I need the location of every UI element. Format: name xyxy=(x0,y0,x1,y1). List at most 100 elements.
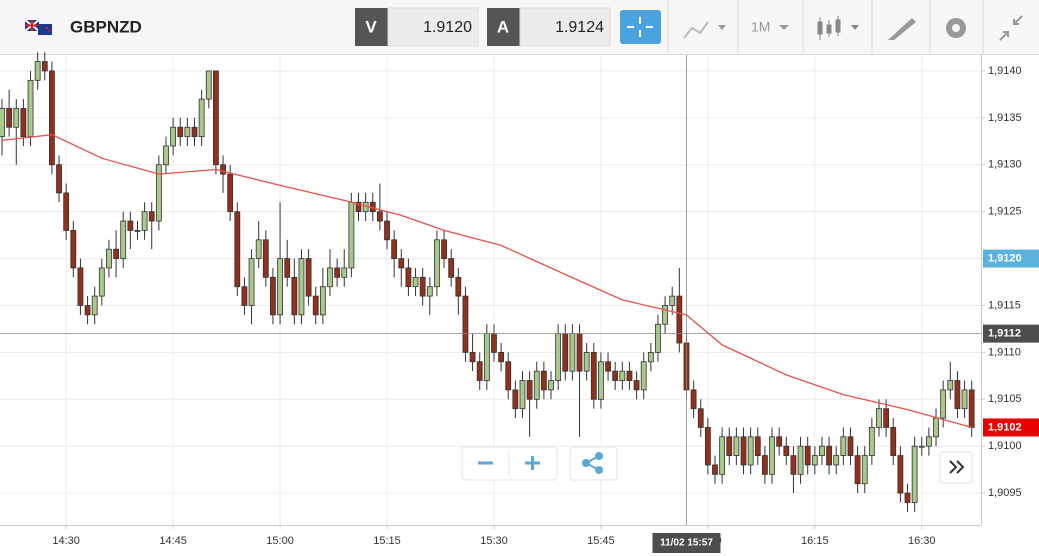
candle-body xyxy=(961,389,968,410)
candle-body xyxy=(63,192,70,231)
crosshair-price-label: 1,9112 xyxy=(988,328,1021,340)
candle-style-button[interactable] xyxy=(817,16,859,40)
candle-body xyxy=(676,295,683,344)
candle-body xyxy=(376,211,383,222)
settings-button[interactable] xyxy=(946,18,966,38)
candle-body xyxy=(120,220,127,259)
candle-body xyxy=(270,276,276,316)
candle-body xyxy=(640,361,647,391)
candle-body xyxy=(319,286,326,316)
candle-body xyxy=(747,436,754,466)
candle-body xyxy=(163,145,169,166)
candle-body xyxy=(726,436,733,456)
candle-body xyxy=(84,305,91,316)
bid-button[interactable] xyxy=(355,8,388,46)
candle-body xyxy=(826,445,832,466)
candle-body xyxy=(505,361,512,391)
candle-body xyxy=(391,239,398,259)
candle-body xyxy=(77,267,84,306)
candle-body xyxy=(155,164,162,222)
ask-button[interactable] xyxy=(487,8,520,46)
price-tag-label: 1,9102 xyxy=(988,421,1022,433)
candle-body xyxy=(234,211,241,288)
candle-body xyxy=(940,389,947,419)
candle-body xyxy=(398,258,405,269)
candle-body xyxy=(633,380,640,391)
y-tick-label: 1,9140 xyxy=(988,65,1022,77)
candle-body xyxy=(384,220,390,241)
candle-body xyxy=(740,436,747,466)
bid-box[interactable] xyxy=(387,7,479,47)
candle-body xyxy=(598,361,604,400)
candle-body xyxy=(405,267,412,288)
y-tick-label: 1,9135 xyxy=(988,112,1022,124)
candle-body xyxy=(833,455,840,466)
candle-body xyxy=(954,380,961,410)
candle-body xyxy=(540,370,547,391)
candle-body xyxy=(434,239,440,288)
candle-body xyxy=(483,333,490,381)
candle-body xyxy=(170,126,177,147)
candle-body xyxy=(804,445,811,466)
price-tag xyxy=(983,418,1039,437)
interval-button[interactable]: 1M xyxy=(751,19,789,35)
candle-body xyxy=(519,380,526,410)
candle-body xyxy=(933,417,939,438)
candle-body xyxy=(655,323,661,353)
ask-box[interactable] xyxy=(519,7,611,47)
candle-body xyxy=(769,436,775,475)
candle-body xyxy=(533,370,540,400)
y-tick-label: 1,9100 xyxy=(988,440,1022,452)
candle-body xyxy=(426,286,433,297)
candle-body xyxy=(0,108,5,138)
candle-body xyxy=(20,108,27,138)
candle-body xyxy=(255,239,262,259)
flag xyxy=(24,19,52,35)
candle-body xyxy=(227,173,234,213)
y-tick-label: 1,9095 xyxy=(988,487,1022,499)
candle-body xyxy=(205,70,212,100)
candle-body xyxy=(56,164,62,194)
candle-body xyxy=(876,408,882,428)
candle-body xyxy=(840,436,847,456)
candle-body xyxy=(968,389,975,428)
candle-body xyxy=(298,258,305,316)
y-tick-label: 1,9105 xyxy=(988,393,1022,405)
candle-body xyxy=(868,427,875,456)
candle-body xyxy=(341,267,348,278)
candle-body xyxy=(462,295,469,353)
candle-body xyxy=(469,351,476,363)
candle-body xyxy=(41,61,48,72)
candle-body xyxy=(70,230,77,269)
candle-body xyxy=(619,370,626,381)
candle-body xyxy=(448,258,455,278)
candle-body xyxy=(569,333,576,372)
x-tick-label: 15:00 xyxy=(266,535,294,547)
scroll-right-button[interactable] xyxy=(939,451,973,484)
collapse-button[interactable] xyxy=(999,15,1023,41)
candle-body xyxy=(49,70,55,166)
candle-body xyxy=(148,211,155,222)
candle-body xyxy=(177,126,184,138)
candle-body xyxy=(34,61,41,81)
candle-body xyxy=(13,108,20,128)
x-tick-label: 14:30 xyxy=(52,535,80,547)
candle-body xyxy=(198,98,205,138)
candle-body xyxy=(526,380,533,400)
share-button[interactable] xyxy=(569,446,618,481)
candle-body xyxy=(847,436,854,456)
candle-body xyxy=(512,389,519,410)
moving-average xyxy=(1,134,972,429)
draw-button[interactable] xyxy=(888,18,916,40)
crosshair-icon xyxy=(627,17,653,37)
candle-body xyxy=(861,455,868,485)
zoom-in[interactable] xyxy=(525,456,540,470)
y-tick-label: 1,9125 xyxy=(988,206,1022,218)
candle-body xyxy=(669,295,676,306)
chart-type-button[interactable] xyxy=(683,21,726,39)
candle-body xyxy=(277,258,283,316)
interval: 1M xyxy=(751,19,770,35)
crosshair-button[interactable] xyxy=(620,10,661,44)
symbol: GBPNZD xyxy=(70,17,142,36)
